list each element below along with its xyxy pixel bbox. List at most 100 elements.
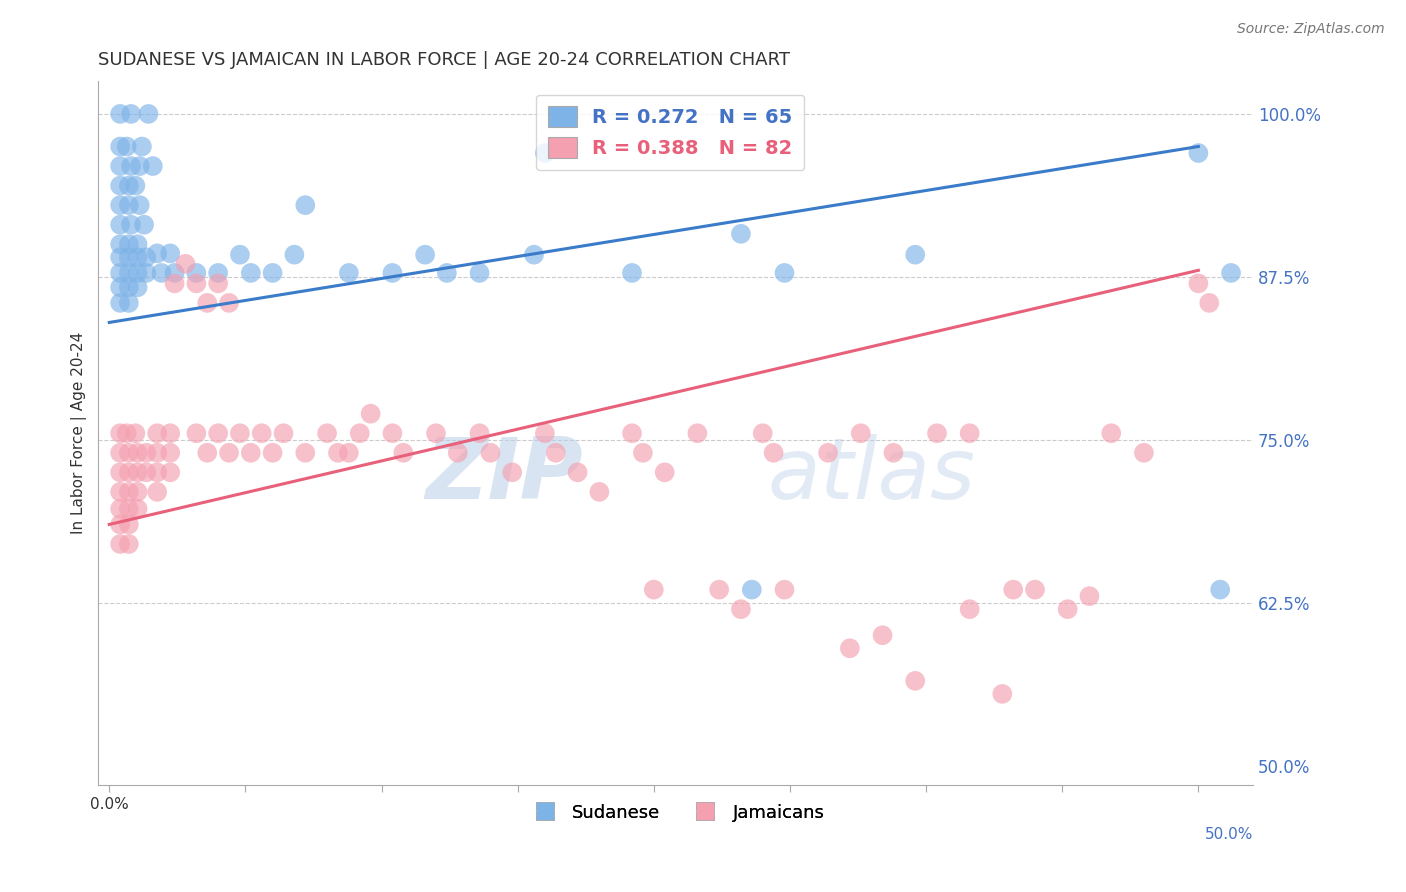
Point — [186, 266, 208, 280]
Point — [138, 107, 160, 121]
Point — [360, 407, 382, 421]
Point — [468, 426, 491, 441]
Point — [118, 484, 141, 499]
Point — [294, 198, 316, 212]
Point — [159, 246, 181, 260]
Point — [142, 159, 165, 173]
Point — [1187, 277, 1209, 291]
Point — [250, 426, 273, 441]
Point — [118, 266, 141, 280]
Point — [838, 641, 860, 656]
Point — [229, 426, 252, 441]
Point — [849, 426, 872, 441]
Point — [436, 266, 458, 280]
Point — [131, 139, 153, 153]
Point — [534, 146, 557, 161]
Point — [882, 446, 904, 460]
Point — [120, 107, 142, 121]
Point — [588, 484, 610, 499]
Point — [108, 218, 131, 232]
Point — [128, 159, 150, 173]
Point — [127, 280, 149, 294]
Point — [730, 227, 752, 241]
Point — [239, 266, 262, 280]
Point — [654, 466, 676, 480]
Point — [108, 237, 131, 252]
Text: ZIP: ZIP — [426, 434, 583, 517]
Point — [392, 446, 415, 460]
Point — [273, 426, 295, 441]
Point — [1274, 146, 1296, 161]
Point — [207, 277, 229, 291]
Point — [218, 296, 240, 310]
Point — [1024, 582, 1046, 597]
Point — [207, 426, 229, 441]
Point — [127, 466, 149, 480]
Point — [186, 426, 208, 441]
Point — [817, 446, 839, 460]
Point — [1002, 582, 1025, 597]
Point — [1209, 582, 1232, 597]
Point — [174, 257, 197, 271]
Point — [686, 426, 709, 441]
Point — [773, 582, 796, 597]
Point — [283, 248, 305, 262]
Point — [447, 446, 470, 460]
Point — [872, 628, 894, 642]
Point — [108, 250, 131, 264]
Point — [621, 266, 644, 280]
Point — [1099, 426, 1122, 441]
Point — [150, 266, 173, 280]
Point — [124, 426, 146, 441]
Point — [118, 537, 141, 551]
Point — [118, 237, 141, 252]
Text: SUDANESE VS JAMAICAN IN LABOR FORCE | AGE 20-24 CORRELATION CHART: SUDANESE VS JAMAICAN IN LABOR FORCE | AG… — [98, 51, 790, 69]
Point — [751, 426, 773, 441]
Text: atlas: atlas — [768, 434, 976, 517]
Point — [959, 426, 981, 441]
Point — [326, 446, 349, 460]
Point — [108, 484, 131, 499]
Point — [118, 198, 141, 212]
Point — [643, 582, 665, 597]
Point — [146, 426, 169, 441]
Point — [762, 446, 785, 460]
Point — [108, 426, 131, 441]
Point — [523, 248, 546, 262]
Point — [108, 266, 131, 280]
Point — [146, 246, 169, 260]
Point — [127, 266, 149, 280]
Point — [128, 198, 150, 212]
Point — [294, 446, 316, 460]
Point — [207, 266, 229, 280]
Point — [118, 466, 141, 480]
Point — [163, 277, 186, 291]
Point — [118, 250, 141, 264]
Point — [108, 296, 131, 310]
Point — [115, 139, 138, 153]
Point — [108, 501, 131, 516]
Point — [146, 466, 169, 480]
Point — [159, 446, 181, 460]
Legend: Sudanese, Jamaicans: Sudanese, Jamaicans — [520, 797, 831, 829]
Point — [1056, 602, 1078, 616]
Point — [127, 250, 149, 264]
Point — [127, 446, 149, 460]
Point — [544, 446, 567, 460]
Point — [159, 426, 181, 441]
Point — [108, 178, 131, 193]
Point — [534, 426, 557, 441]
Point — [1133, 446, 1156, 460]
Point — [904, 673, 927, 688]
Point — [1187, 146, 1209, 161]
Text: 50.0%: 50.0% — [1205, 828, 1253, 842]
Point — [118, 296, 141, 310]
Point — [118, 517, 141, 532]
Point — [108, 139, 131, 153]
Point — [115, 426, 138, 441]
Point — [959, 602, 981, 616]
Point — [108, 107, 131, 121]
Point — [135, 466, 157, 480]
Point — [337, 446, 360, 460]
Point — [118, 280, 141, 294]
